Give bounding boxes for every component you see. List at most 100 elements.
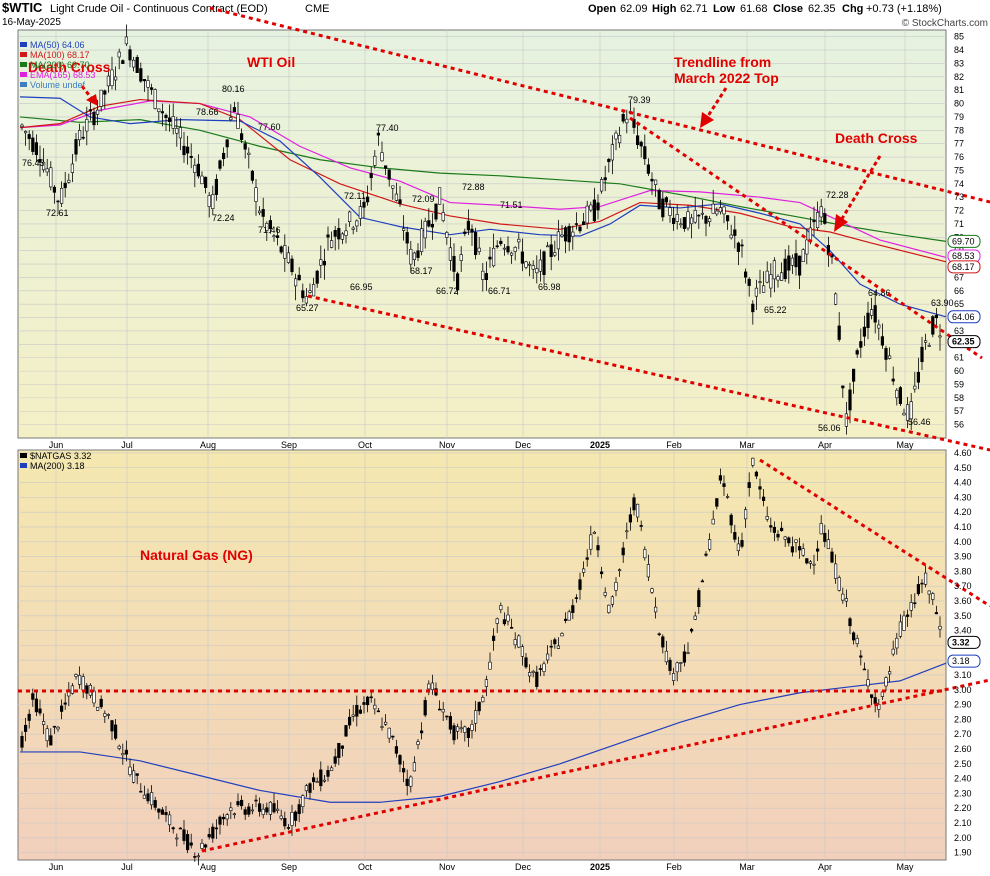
- candle-body: [700, 212, 704, 215]
- y-tick-label: 4.20: [954, 507, 972, 517]
- candle-body: [596, 545, 600, 551]
- candle-body: [247, 806, 251, 815]
- candle-body: [848, 618, 852, 627]
- candle-body: [754, 471, 758, 477]
- candle-body: [423, 220, 427, 239]
- candle-body: [725, 496, 730, 498]
- bottom-series-layer: [20, 457, 947, 866]
- x-tick-label: Aug: [200, 440, 216, 450]
- high-label: High: [652, 3, 677, 15]
- y-tick-label: 3.00: [954, 685, 972, 695]
- candle-body: [175, 128, 179, 134]
- candle-body: [272, 803, 276, 813]
- y-tick-label: 77: [954, 139, 964, 149]
- candle-body: [650, 588, 654, 593]
- candle-body: [114, 76, 118, 81]
- candle-body: [311, 284, 316, 297]
- candle-body: [376, 132, 381, 136]
- price-label: 66.98: [538, 282, 561, 292]
- candle-body: [833, 563, 838, 579]
- candle-body: [463, 231, 467, 234]
- candle-body: [142, 794, 147, 799]
- candle-body: [268, 801, 273, 815]
- candle-body: [135, 56, 139, 73]
- candle-body: [722, 483, 726, 487]
- candle-body: [319, 259, 323, 266]
- legend-entry: MA(200) 3.18: [30, 461, 85, 471]
- candle-body: [470, 724, 474, 731]
- candle-body: [819, 523, 823, 535]
- candle-body: [902, 615, 906, 631]
- candle-body: [365, 196, 370, 203]
- y-tick-label: 58: [954, 393, 964, 403]
- candle-body: [635, 503, 640, 518]
- candle-body: [477, 247, 481, 253]
- y-tick-label: 82: [954, 72, 964, 82]
- y-tick-label: 59: [954, 379, 964, 389]
- candle-body: [916, 371, 920, 383]
- candle-body: [592, 531, 596, 534]
- candle-body: [661, 198, 665, 218]
- candle-body: [589, 534, 593, 550]
- candle-body: [308, 290, 312, 293]
- candle-body: [160, 809, 165, 815]
- axis-value-text: 64.06: [952, 312, 975, 322]
- candle-body: [905, 404, 910, 421]
- y-tick-label: 71: [954, 219, 964, 229]
- price-label: 64.86: [868, 288, 891, 298]
- candle-body: [506, 614, 510, 622]
- candle-body: [394, 193, 399, 201]
- candle-body: [200, 842, 204, 849]
- candle-body: [704, 553, 708, 556]
- candle-body: [132, 770, 136, 783]
- candle-body: [297, 804, 301, 814]
- price-label: 77.40: [376, 123, 399, 133]
- candle-body: [898, 387, 902, 405]
- candle-body: [934, 612, 938, 615]
- candle-body: [448, 716, 453, 730]
- candle-body: [643, 549, 647, 559]
- annotation-arrows: [80, 85, 882, 223]
- candle-body: [290, 811, 294, 826]
- candle-body: [218, 160, 222, 169]
- candle-body: [261, 808, 265, 815]
- candle-body: [236, 114, 240, 129]
- y-tick-label: 2.40: [954, 774, 972, 784]
- axis-value-text: 3.18: [952, 656, 970, 666]
- x-tick-label: Mar: [739, 862, 755, 872]
- candle-body: [41, 721, 46, 725]
- candle-body: [707, 218, 712, 223]
- candle-body: [128, 49, 132, 61]
- candle-body: [826, 539, 830, 549]
- y-tick-label: 79: [954, 112, 964, 122]
- candle-body: [869, 694, 874, 698]
- candle-body: [524, 657, 528, 668]
- candle-body: [895, 389, 899, 399]
- candle-body: [423, 700, 427, 716]
- candle-body: [549, 645, 553, 648]
- candle-body: [275, 808, 280, 811]
- candle-body: [211, 826, 215, 839]
- candle-body: [261, 209, 265, 217]
- y-tick-label: 63: [954, 326, 964, 336]
- candle-body: [412, 762, 417, 772]
- candle-body: [531, 265, 535, 270]
- candle-body: [502, 247, 507, 250]
- candle-body: [668, 659, 672, 671]
- candle-body: [772, 527, 776, 533]
- trendline-ng-support: [201, 678, 990, 853]
- y-tick-label: 65: [954, 299, 964, 309]
- candle-body: [553, 252, 557, 256]
- candle-body: [545, 653, 550, 661]
- ng-ma200-line: [20, 662, 947, 803]
- candle-body: [787, 255, 791, 271]
- low-label: Low: [713, 3, 735, 15]
- candle-body: [920, 346, 924, 363]
- candle-body: [877, 324, 881, 329]
- candle-body: [20, 124, 24, 127]
- candle-body: [711, 203, 715, 214]
- candle-body: [513, 246, 517, 252]
- price-label: 72.61: [46, 208, 69, 218]
